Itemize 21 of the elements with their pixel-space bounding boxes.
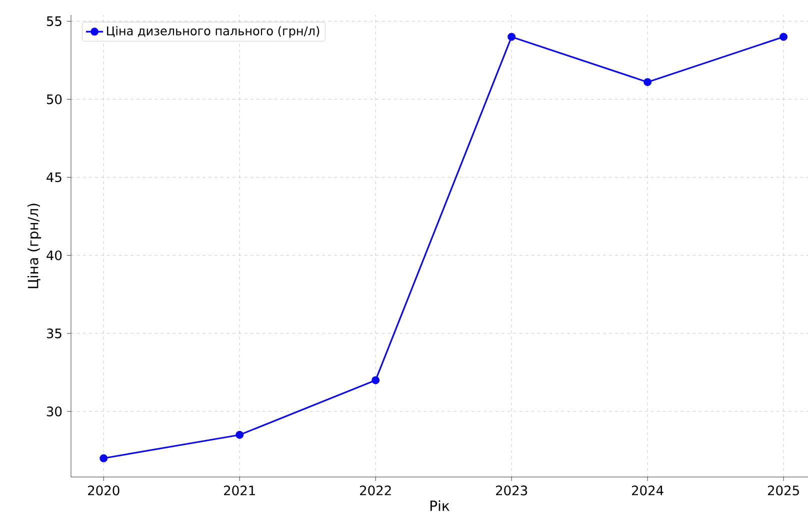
y-tick-label: 55 — [46, 16, 62, 26]
x-axis-title: Рік — [430, 500, 450, 511]
x-tick-label: 2025 — [768, 486, 799, 496]
y-tick-label: 35 — [46, 328, 62, 338]
point — [236, 430, 244, 439]
point — [644, 78, 652, 86]
point — [100, 454, 108, 462]
y-tick-label: 45 — [46, 172, 62, 182]
x-tick-label: 2022 — [360, 486, 391, 496]
point — [508, 32, 516, 41]
y-tick-label: 30 — [46, 406, 62, 416]
x-tick-label: 2023 — [496, 486, 528, 496]
y-tick-label: 40 — [46, 250, 62, 260]
x-tick-label: 2021 — [224, 486, 255, 496]
legend-label: Ціна дизельного пального (грн/л) — [107, 26, 320, 38]
point — [780, 32, 788, 41]
x-tick-label: 2020 — [88, 486, 120, 496]
point — [372, 376, 380, 384]
x-tick-label: 2024 — [632, 486, 664, 496]
y-tick-label: 50 — [46, 94, 62, 104]
y-axis-title: Ціна (грн/л) — [28, 204, 42, 288]
